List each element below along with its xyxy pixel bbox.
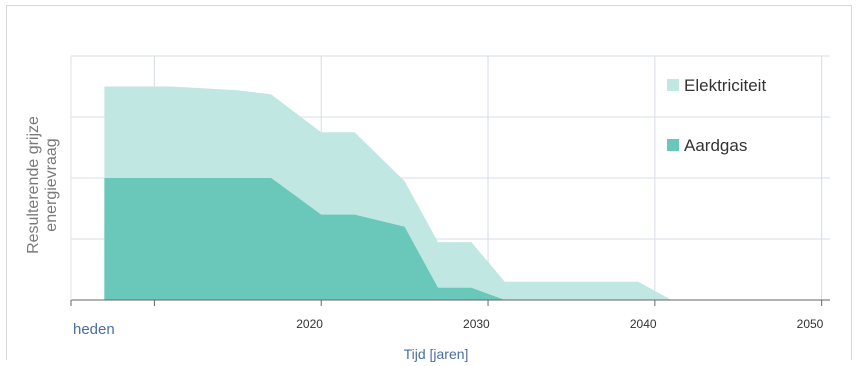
x-axis-label: Tijd [jaren] bbox=[404, 346, 469, 362]
y-axis-label-line: Resulterende grijze bbox=[25, 116, 42, 254]
chart-areas bbox=[104, 86, 672, 300]
x-tick-label: 2020 bbox=[296, 317, 323, 331]
axes bbox=[70, 56, 830, 306]
area-aardgas bbox=[104, 178, 505, 300]
legend-label-elektriciteit: Elektriciteit bbox=[684, 76, 766, 95]
y-axis-label: Resulterende grijze energievraag bbox=[25, 116, 60, 254]
x-tick-label: 2030 bbox=[463, 317, 490, 331]
y-axis-label-line: energievraag bbox=[43, 138, 60, 231]
x-tick-labels: heden 2020 2030 2040 2050 bbox=[73, 317, 824, 338]
legend: Elektriciteit Aardgas bbox=[667, 76, 766, 155]
legend-swatch-elektriciteit bbox=[667, 79, 679, 91]
legend-label-aardgas: Aardgas bbox=[684, 136, 747, 155]
legend-swatch-aardgas bbox=[667, 139, 679, 151]
x-tick-label: 2050 bbox=[797, 317, 824, 331]
chart-frame bbox=[6, 5, 852, 360]
x-tick-label: 2040 bbox=[630, 317, 657, 331]
x-tick-label: heden bbox=[73, 321, 115, 338]
